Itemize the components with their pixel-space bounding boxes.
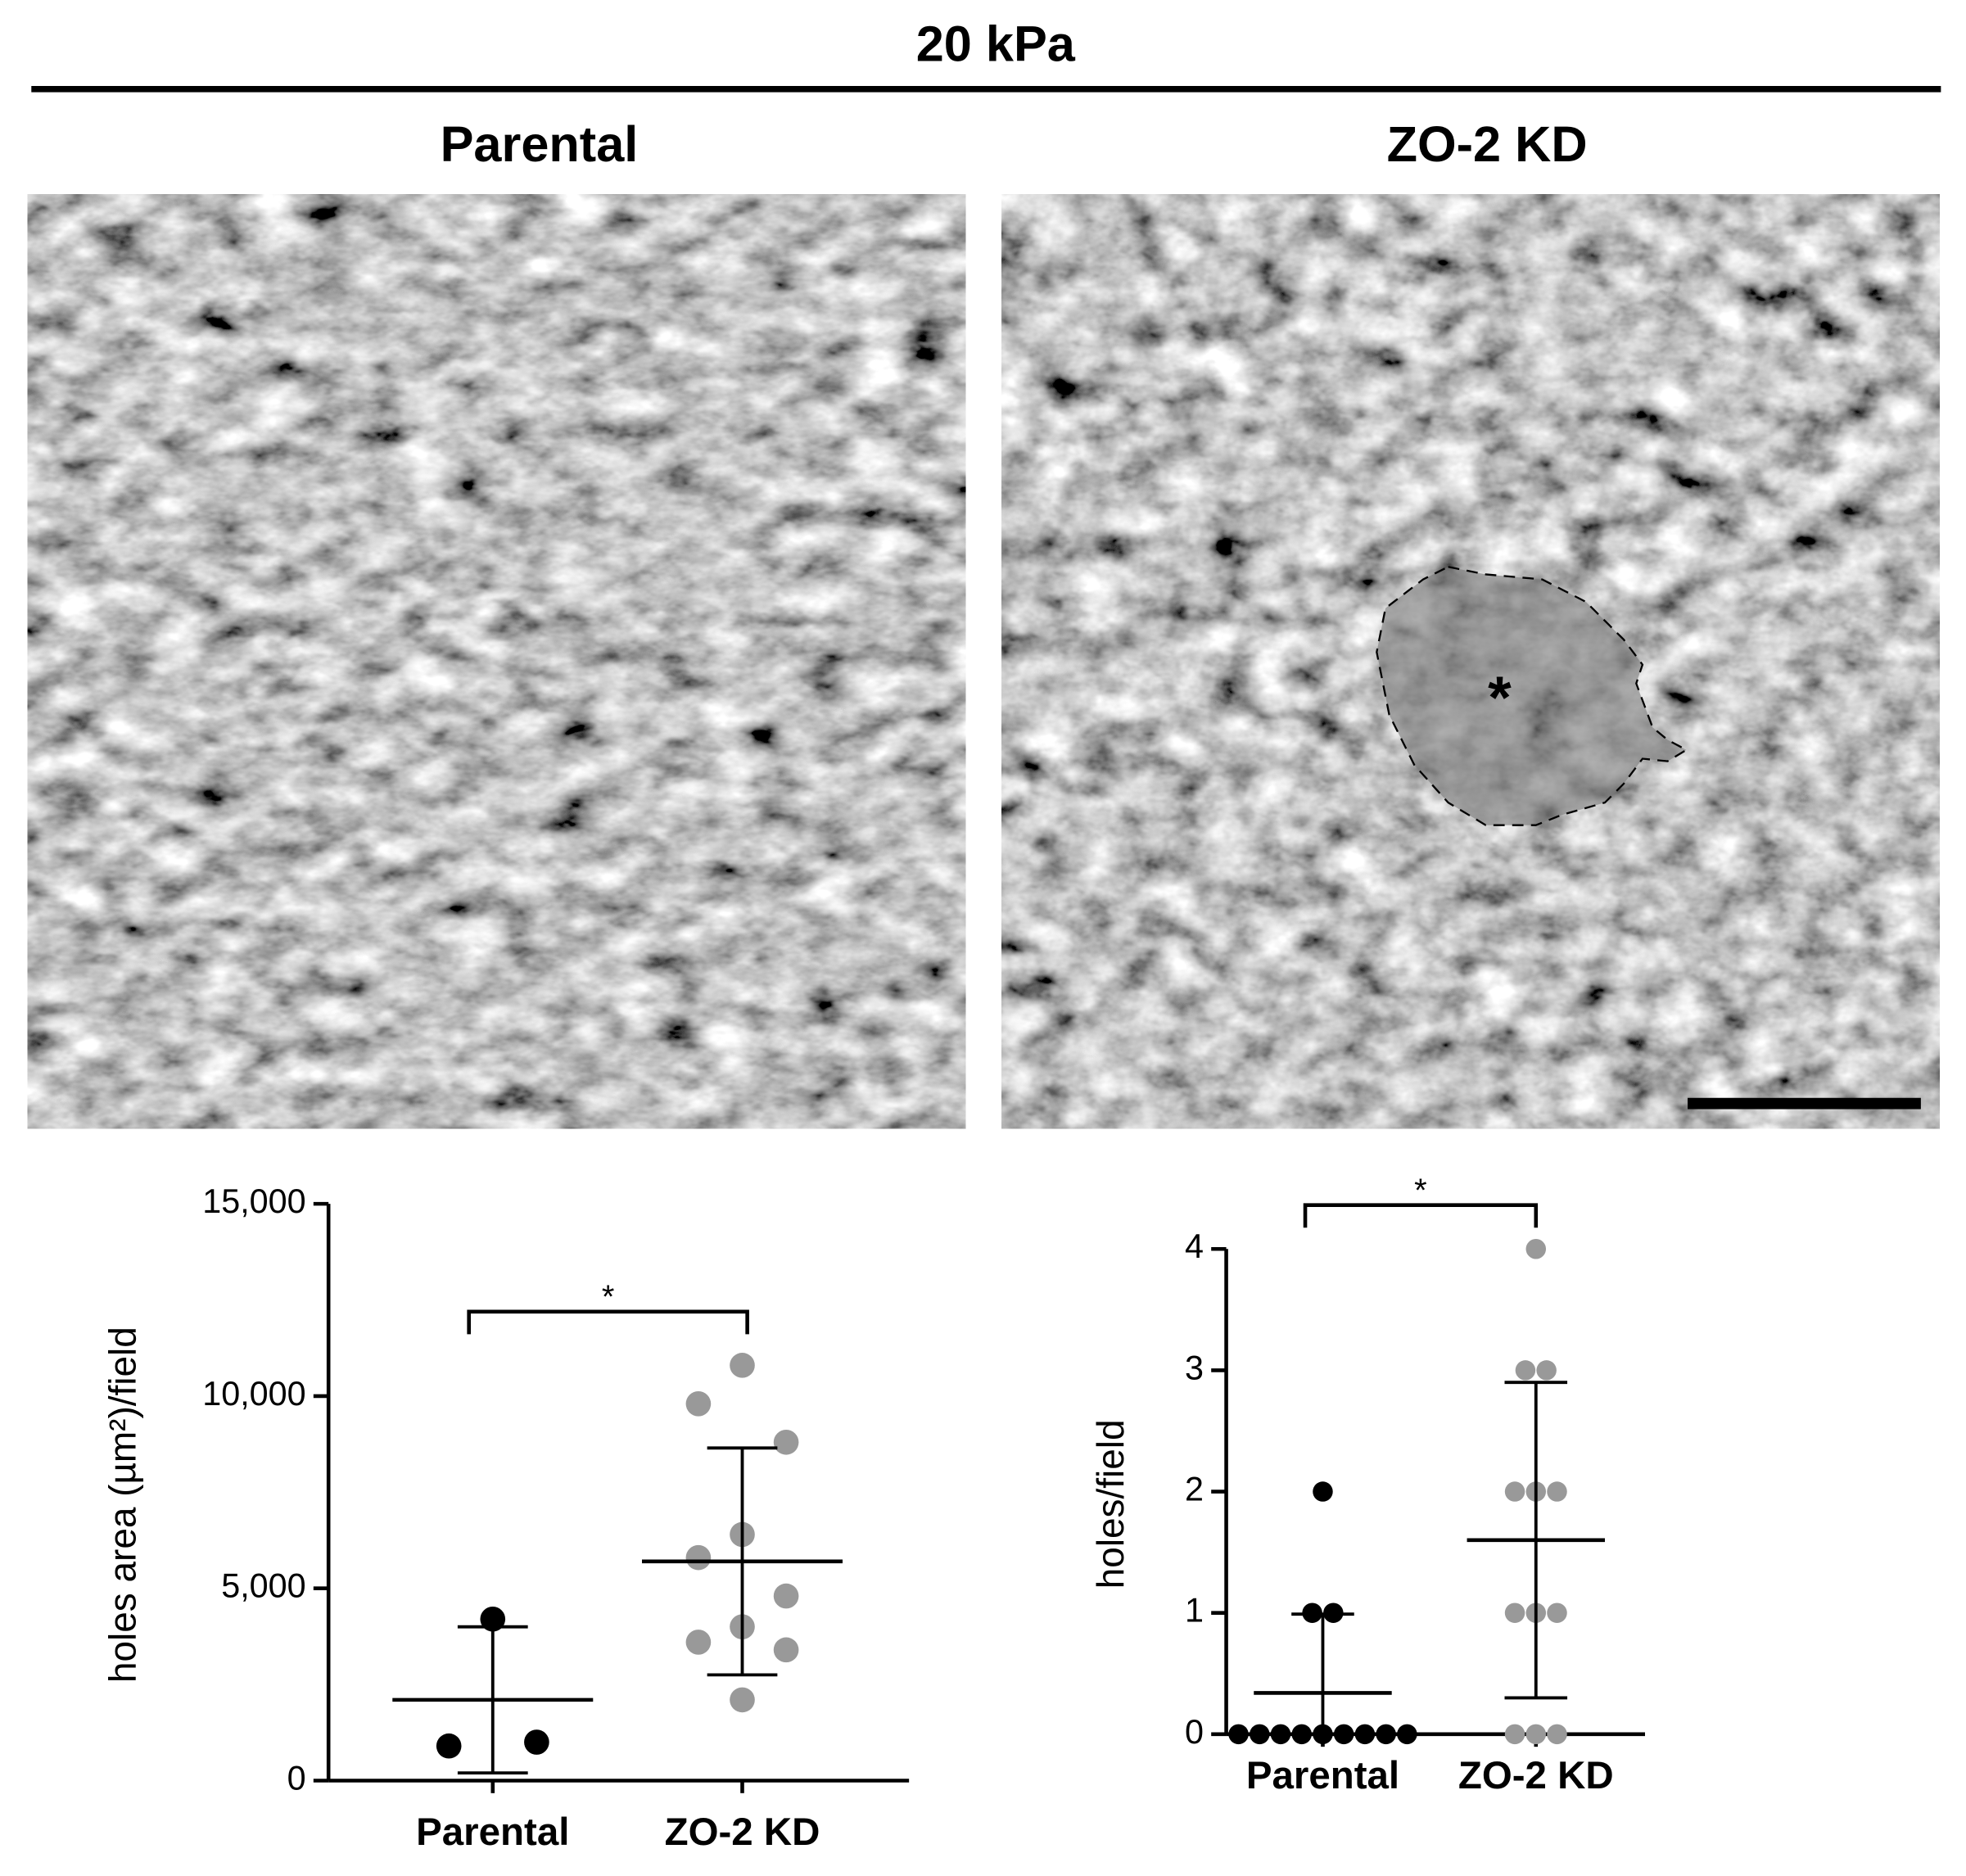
significance-label: * [1414, 1173, 1427, 1209]
significance-label: * [602, 1279, 615, 1315]
data-point [1354, 1724, 1376, 1745]
x-tick-label: ZO-2 KD [1458, 1754, 1614, 1797]
y-tick-label: 0 [1185, 1713, 1204, 1751]
data-point [773, 1429, 799, 1455]
y-tick-label: 4 [1185, 1227, 1204, 1265]
data-point [1376, 1724, 1396, 1745]
data-point [1504, 1724, 1525, 1745]
panel-title: ZO-2 KD [1387, 116, 1588, 172]
significance-bracket [467, 1309, 749, 1335]
plots: 0 5,000 10,000 15,000 holes area (µm²)/field… [101, 1173, 1645, 1854]
data-point [1525, 1724, 1547, 1745]
data-point [1291, 1724, 1312, 1745]
hole-outline [1376, 566, 1688, 826]
data-point [773, 1583, 799, 1609]
data-point [773, 1637, 799, 1663]
y-tick-label: 15,000 [202, 1182, 305, 1220]
data-point [1504, 1481, 1525, 1502]
data-point [1536, 1360, 1557, 1381]
y-tick-label: 5,000 [221, 1567, 305, 1605]
data-point [730, 1687, 755, 1713]
significance-bracket [1303, 1203, 1539, 1228]
data-point [1313, 1481, 1333, 1502]
y-tick-label: 1 [1185, 1592, 1204, 1630]
data-point [1547, 1481, 1567, 1502]
x-tick-label: ZO-2 KD [665, 1810, 820, 1854]
x-tick-label: Parental [1246, 1754, 1399, 1797]
data-point [436, 1733, 462, 1759]
data-point [1250, 1724, 1270, 1745]
data-point [1547, 1603, 1567, 1623]
data-point [685, 1390, 712, 1417]
data-point [1515, 1360, 1536, 1381]
panel-title: Parental [441, 116, 639, 172]
y-tick-label: 2 [1185, 1470, 1204, 1508]
y-axis-label: holes area (µm²)/field [101, 1327, 143, 1683]
chart: 0 1 2 3 4 holes/field Parental ZO-2 KD * [1089, 1173, 1645, 1797]
y-tick-label: 0 [287, 1759, 306, 1797]
x-tick-label: Parental [416, 1810, 569, 1854]
data-point [524, 1729, 549, 1755]
data-point [1270, 1724, 1291, 1745]
y-axis-label: holes/field [1089, 1419, 1132, 1589]
data-point [685, 1630, 712, 1655]
y-tick-label: 3 [1185, 1349, 1204, 1386]
data-point [1525, 1239, 1547, 1259]
data-point [1333, 1724, 1354, 1745]
data-point [1397, 1724, 1417, 1745]
data-point [1228, 1724, 1249, 1745]
micrograph [27, 194, 966, 1129]
data-point [685, 1544, 712, 1571]
data-point [730, 1353, 755, 1378]
data-point [1504, 1603, 1525, 1623]
y-tick-label: 10,000 [202, 1375, 305, 1413]
chart: 0 5,000 10,000 15,000 holes area (µm²)/field… [101, 1182, 910, 1854]
hole-marker: * [1488, 663, 1512, 731]
data-point [1547, 1724, 1567, 1745]
figure-title: 20 kPa [916, 16, 1076, 72]
